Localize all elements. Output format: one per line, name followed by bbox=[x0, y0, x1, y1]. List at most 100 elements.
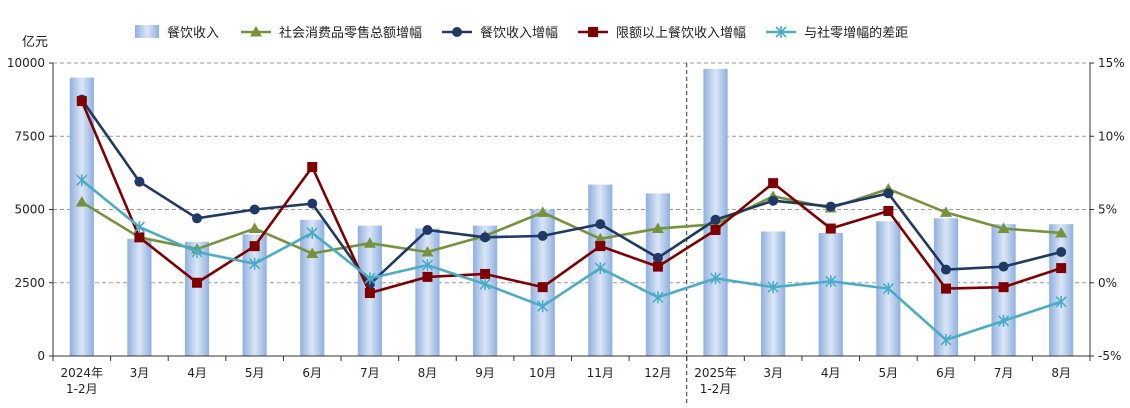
x-tick-label: 3月 bbox=[130, 366, 150, 380]
bar bbox=[300, 219, 325, 356]
marker-circle bbox=[710, 214, 721, 225]
bar bbox=[761, 231, 786, 356]
marker-triangle bbox=[75, 196, 88, 207]
legend-item-bars: 餐饮收入 bbox=[135, 25, 219, 41]
marker-star bbox=[306, 226, 318, 239]
marker-star bbox=[364, 272, 376, 285]
axes: 0 2500 5000 7500 10000 -5% 0% 5% 10% 15% 2024年 1-2月… bbox=[7, 56, 1125, 396]
y-right-tick-label: 10% bbox=[1098, 129, 1125, 143]
marker-circle bbox=[134, 176, 145, 187]
bar bbox=[703, 68, 728, 357]
series-line bbox=[81, 187, 1062, 255]
y-right-tick-label: 0% bbox=[1098, 276, 1117, 290]
x-tick-label-line: 4月 bbox=[187, 366, 207, 380]
marker-circle bbox=[940, 264, 951, 275]
marker-triangle bbox=[1055, 226, 1068, 238]
marker-star bbox=[479, 278, 491, 291]
x-tick-label-line: 6月 bbox=[936, 366, 956, 380]
bar bbox=[184, 241, 210, 356]
x-tick-label: 6月 bbox=[936, 366, 956, 380]
x-tick-label-line: 1-2月 bbox=[66, 382, 98, 396]
legend-item-0: 社会消费品零售总额增幅 bbox=[241, 25, 422, 41]
marker-circle bbox=[998, 261, 1009, 272]
y-left-unit-label: 亿元 bbox=[22, 35, 48, 50]
legend-label: 餐饮收入增幅 bbox=[480, 25, 558, 41]
series-line bbox=[80, 179, 1062, 342]
legend-label: 与社零增幅的差距 bbox=[804, 25, 908, 41]
marker-square bbox=[134, 232, 145, 243]
marker-square bbox=[480, 268, 491, 279]
bar bbox=[242, 234, 267, 356]
bar bbox=[127, 238, 152, 356]
x-tick-label-line: 1-2月 bbox=[700, 382, 732, 396]
marker-square bbox=[883, 205, 894, 216]
marker-square bbox=[1056, 263, 1067, 274]
y-left-tick-label: 2500 bbox=[14, 276, 45, 290]
x-tick-label-line: 7月 bbox=[994, 366, 1014, 380]
x-tick-label: 5月 bbox=[879, 366, 899, 380]
marker-triangle bbox=[939, 206, 952, 217]
marker-circle bbox=[883, 188, 894, 199]
marker-triangle bbox=[250, 26, 263, 37]
x-tick-label: 7月 bbox=[994, 366, 1014, 380]
marker-star bbox=[998, 314, 1010, 327]
line-series-2 bbox=[76, 96, 1067, 299]
marker-square bbox=[537, 282, 548, 293]
x-tick-label-line: 2025年 bbox=[694, 366, 737, 380]
marker-square bbox=[192, 277, 203, 288]
x-tick-label: 8月 bbox=[418, 366, 438, 380]
x-tick-label: 4月 bbox=[187, 366, 207, 380]
marker-square bbox=[249, 241, 260, 252]
legend-label: 社会消费品零售总额增幅 bbox=[279, 25, 422, 41]
marker-circle bbox=[595, 219, 606, 230]
marker-square bbox=[825, 223, 836, 234]
y-left-tick-label: 7500 bbox=[14, 129, 45, 143]
x-tick-label: 2025年 1-2月 bbox=[694, 366, 737, 396]
marker-triangle bbox=[594, 232, 607, 244]
marker-circle bbox=[537, 230, 548, 241]
x-tick-label: 3月 bbox=[763, 366, 783, 380]
marker-triangle bbox=[248, 222, 261, 234]
x-tick-label: 12月 bbox=[644, 366, 671, 380]
x-tick-label: 5月 bbox=[245, 366, 265, 380]
x-tick-label: 7月 bbox=[360, 366, 380, 380]
marker-square bbox=[422, 271, 433, 282]
marker-circle bbox=[1056, 246, 1067, 257]
x-tick-label-line: 5月 bbox=[245, 366, 265, 380]
line-series-3 bbox=[76, 174, 1067, 346]
marker-star bbox=[1055, 295, 1067, 308]
legend-label: 餐饮收入 bbox=[167, 25, 219, 41]
marker-star bbox=[775, 26, 787, 38]
x-tick-label-line: 11月 bbox=[587, 366, 614, 380]
marker-circle bbox=[307, 198, 318, 209]
marker-circle bbox=[652, 252, 663, 263]
x-tick-label-line: 8月 bbox=[1051, 366, 1071, 380]
x-tick-label-line: 4月 bbox=[821, 366, 841, 380]
marker-circle bbox=[825, 201, 836, 212]
marker-triangle bbox=[651, 222, 664, 234]
marker-square bbox=[364, 288, 375, 299]
marker-star bbox=[825, 275, 837, 288]
y-right-tick-label: -5% bbox=[1098, 349, 1121, 363]
legend-swatch bbox=[135, 25, 159, 38]
marker-triangle bbox=[363, 237, 376, 248]
series-line bbox=[80, 100, 1062, 295]
legend: 餐饮收入 社会消费品零售总额增幅 餐饮收入增幅 限额以上餐饮收入增幅 与社零增幅的差距 bbox=[135, 25, 908, 41]
y-right-tick-label: 5% bbox=[1098, 203, 1117, 217]
marker-circle bbox=[249, 204, 260, 215]
x-tick-label-line: 9月 bbox=[475, 366, 495, 380]
x-tick-label: 11月 bbox=[587, 366, 614, 380]
grid-lines bbox=[53, 62, 1090, 284]
x-tick-label-line: 5月 bbox=[879, 366, 899, 380]
x-tick-label-line: 8月 bbox=[418, 366, 438, 380]
marker-star bbox=[537, 300, 549, 313]
marker-square bbox=[588, 27, 599, 37]
bar bbox=[472, 225, 498, 356]
marker-square bbox=[998, 282, 1009, 293]
x-tick-label-line: 10月 bbox=[529, 366, 556, 380]
x-tick-label: 9月 bbox=[475, 366, 495, 380]
x-tick-label-line: 3月 bbox=[763, 366, 783, 380]
marker-square bbox=[940, 283, 951, 294]
x-tick-label-line: 6月 bbox=[302, 366, 322, 380]
